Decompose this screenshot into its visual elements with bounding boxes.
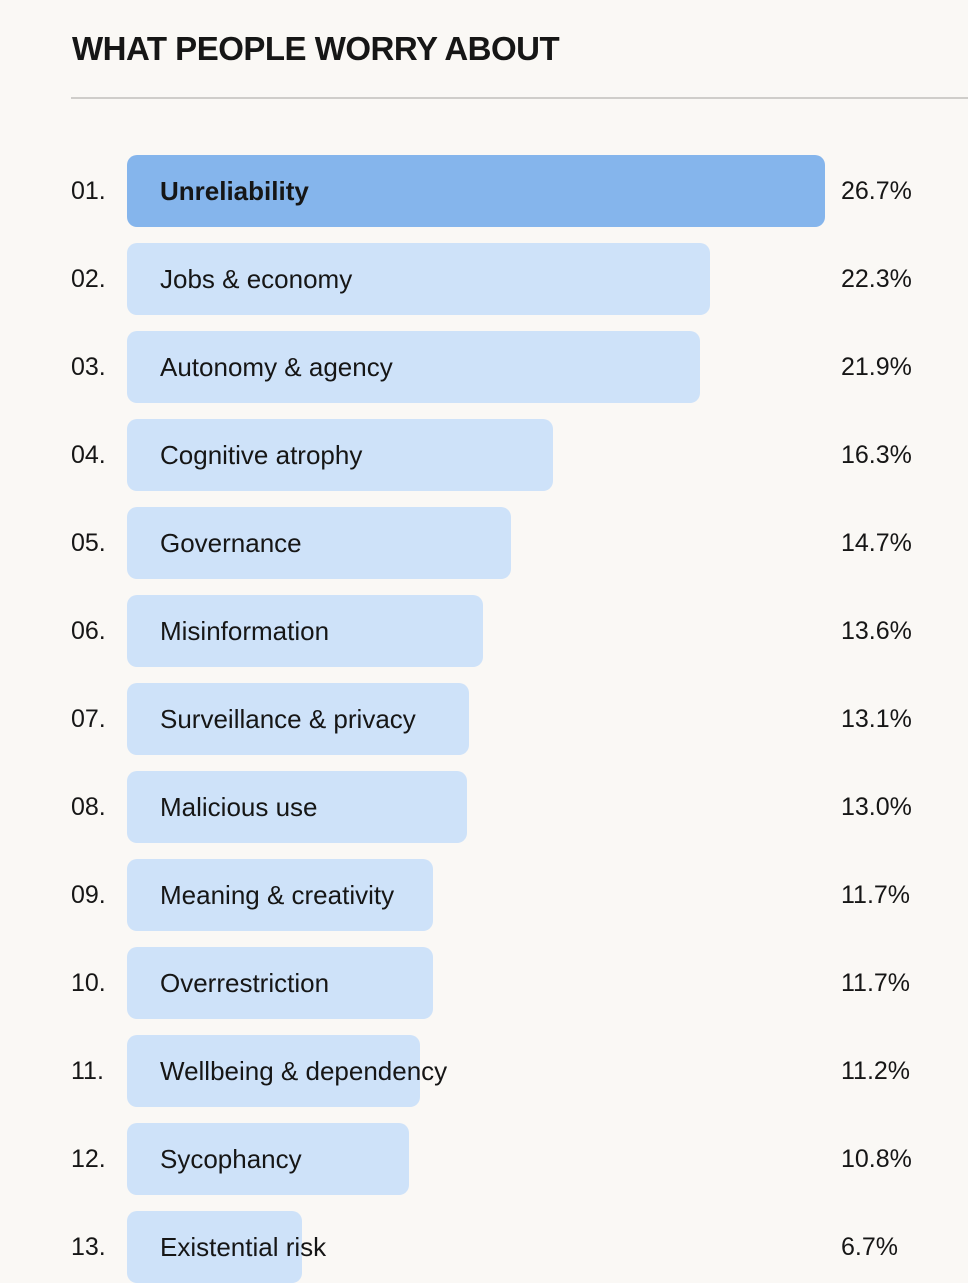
value-label: 6.7% — [841, 1233, 898, 1261]
value-label: 11.7% — [841, 969, 911, 997]
bar-row: 01. Unreliability 26.7% — [0, 155, 968, 227]
bar-row: 10. Overrestriction 11.7% — [0, 947, 968, 1019]
title-divider — [71, 97, 968, 99]
rank-label: 11. — [71, 1057, 104, 1085]
rank-label: 12. — [71, 1145, 106, 1173]
category-label: Meaning & creativity — [160, 880, 395, 910]
category-label: Unreliability — [160, 176, 309, 206]
value-label: 21.9% — [841, 353, 912, 381]
rank-label: 02. — [71, 265, 106, 293]
bar — [127, 419, 554, 491]
bar-row: 04. Cognitive atrophy 16.3% — [0, 419, 968, 491]
category-label: Surveillance & privacy — [160, 704, 416, 734]
category-label: Cognitive atrophy — [160, 440, 363, 470]
category-label: Existential risk — [160, 1232, 327, 1262]
bar — [127, 1211, 303, 1283]
rank-label: 05. — [71, 529, 106, 557]
value-label: 13.0% — [841, 793, 912, 821]
bar — [127, 155, 825, 227]
bar — [127, 595, 483, 667]
rank-label: 03. — [71, 353, 106, 381]
bar — [127, 243, 710, 315]
category-label: Wellbeing & dependency — [160, 1056, 448, 1086]
bar — [127, 859, 433, 931]
category-label: Misinformation — [160, 616, 330, 646]
bar-row: 08. Malicious use 13.0% — [0, 771, 968, 843]
bar — [127, 331, 700, 403]
bar-row: 02. Jobs & economy 22.3% — [0, 243, 968, 315]
value-label: 13.1% — [841, 705, 912, 733]
category-label: Sycophancy — [160, 1144, 302, 1174]
bar-row: 05. Governance 14.7% — [0, 507, 968, 579]
bar — [127, 947, 433, 1019]
category-label: Overrestriction — [160, 968, 330, 998]
bar-row: 09. Meaning & creativity 11.7% — [0, 859, 968, 931]
rank-label: 04. — [71, 441, 106, 469]
rank-label: 13. — [71, 1233, 106, 1261]
category-label: Governance — [160, 528, 302, 558]
value-label: 10.8% — [841, 1145, 912, 1173]
rank-label: 01. — [71, 177, 106, 205]
bar-row: 06. Misinformation 13.6% — [0, 595, 968, 667]
bar-row: 03. Autonomy & agency 21.9% — [0, 331, 968, 403]
category-label: Malicious use — [160, 792, 318, 822]
chart-title: WHAT PEOPLE WORRY ABOUT — [72, 30, 560, 67]
bar-row: 12. Sycophancy 10.8% — [0, 1123, 968, 1195]
value-label: 14.7% — [841, 529, 912, 557]
value-label: 22.3% — [841, 265, 912, 293]
bar — [127, 771, 467, 843]
bar — [127, 683, 470, 755]
value-label: 16.3% — [841, 441, 912, 469]
bar-row: 07. Surveillance & privacy 13.1% — [0, 683, 968, 755]
value-label: 13.6% — [841, 617, 912, 645]
bar-row: 13. Existential risk 6.7% — [0, 1211, 968, 1283]
rank-label: 08. — [71, 793, 106, 821]
bar — [127, 1035, 420, 1107]
rank-label: 06. — [71, 617, 106, 645]
rank-label: 07. — [71, 705, 106, 733]
value-label: 26.7% — [841, 177, 912, 205]
rank-label: 09. — [71, 881, 106, 909]
category-label: Jobs & economy — [160, 264, 353, 294]
bar — [127, 507, 512, 579]
category-label: Autonomy & agency — [160, 352, 393, 382]
value-label: 11.7% — [841, 881, 911, 909]
bar — [127, 1123, 410, 1195]
rank-label: 10. — [71, 969, 106, 997]
value-label: 11.2% — [841, 1057, 911, 1085]
bar-row: 11. Wellbeing & dependency 11.2% — [0, 1035, 968, 1107]
